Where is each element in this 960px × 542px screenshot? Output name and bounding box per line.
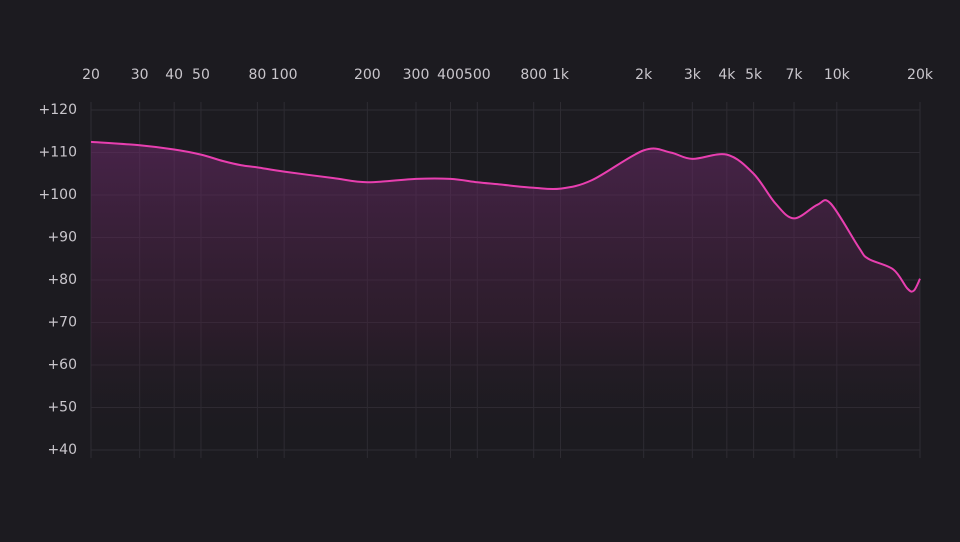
x-tick-label: 300	[403, 67, 430, 83]
y-tick-label: +60	[47, 357, 77, 373]
x-tick-label: 10k	[824, 67, 851, 83]
y-tick-label: +100	[39, 187, 77, 203]
y-tick-label: +40	[47, 442, 77, 458]
y-tick-label: +70	[47, 315, 77, 331]
x-tick-label: 500	[464, 67, 491, 83]
x-tick-label: 4k	[718, 67, 736, 83]
x-tick-label: 100	[271, 67, 298, 83]
x-tick-label: 2k	[635, 67, 653, 83]
x-tick-label: 1k	[552, 67, 570, 83]
x-tick-label: 200	[354, 67, 381, 83]
x-tick-label: 50	[192, 67, 210, 83]
y-tick-label: +50	[47, 400, 77, 416]
x-tick-label: 7k	[786, 67, 804, 83]
x-tick-label: 20	[82, 67, 100, 83]
x-tick-label: 400	[437, 67, 464, 83]
x-tick-label: 20k	[907, 67, 934, 83]
x-tick-label: 5k	[745, 67, 763, 83]
area	[91, 141, 920, 450]
line	[90, 140, 921, 293]
x-tick-label: 30	[131, 67, 149, 83]
x-tick-label: 80	[248, 67, 266, 83]
x-tick-label: 40	[165, 67, 183, 83]
y-tick-label: +120	[39, 102, 77, 118]
y-tick-label: +90	[47, 230, 77, 246]
y-tick-label: +110	[39, 145, 77, 161]
x-tick-label: 800	[520, 67, 547, 83]
y-tick-label: +80	[47, 272, 77, 288]
x-tick-label: 3k	[684, 67, 702, 83]
